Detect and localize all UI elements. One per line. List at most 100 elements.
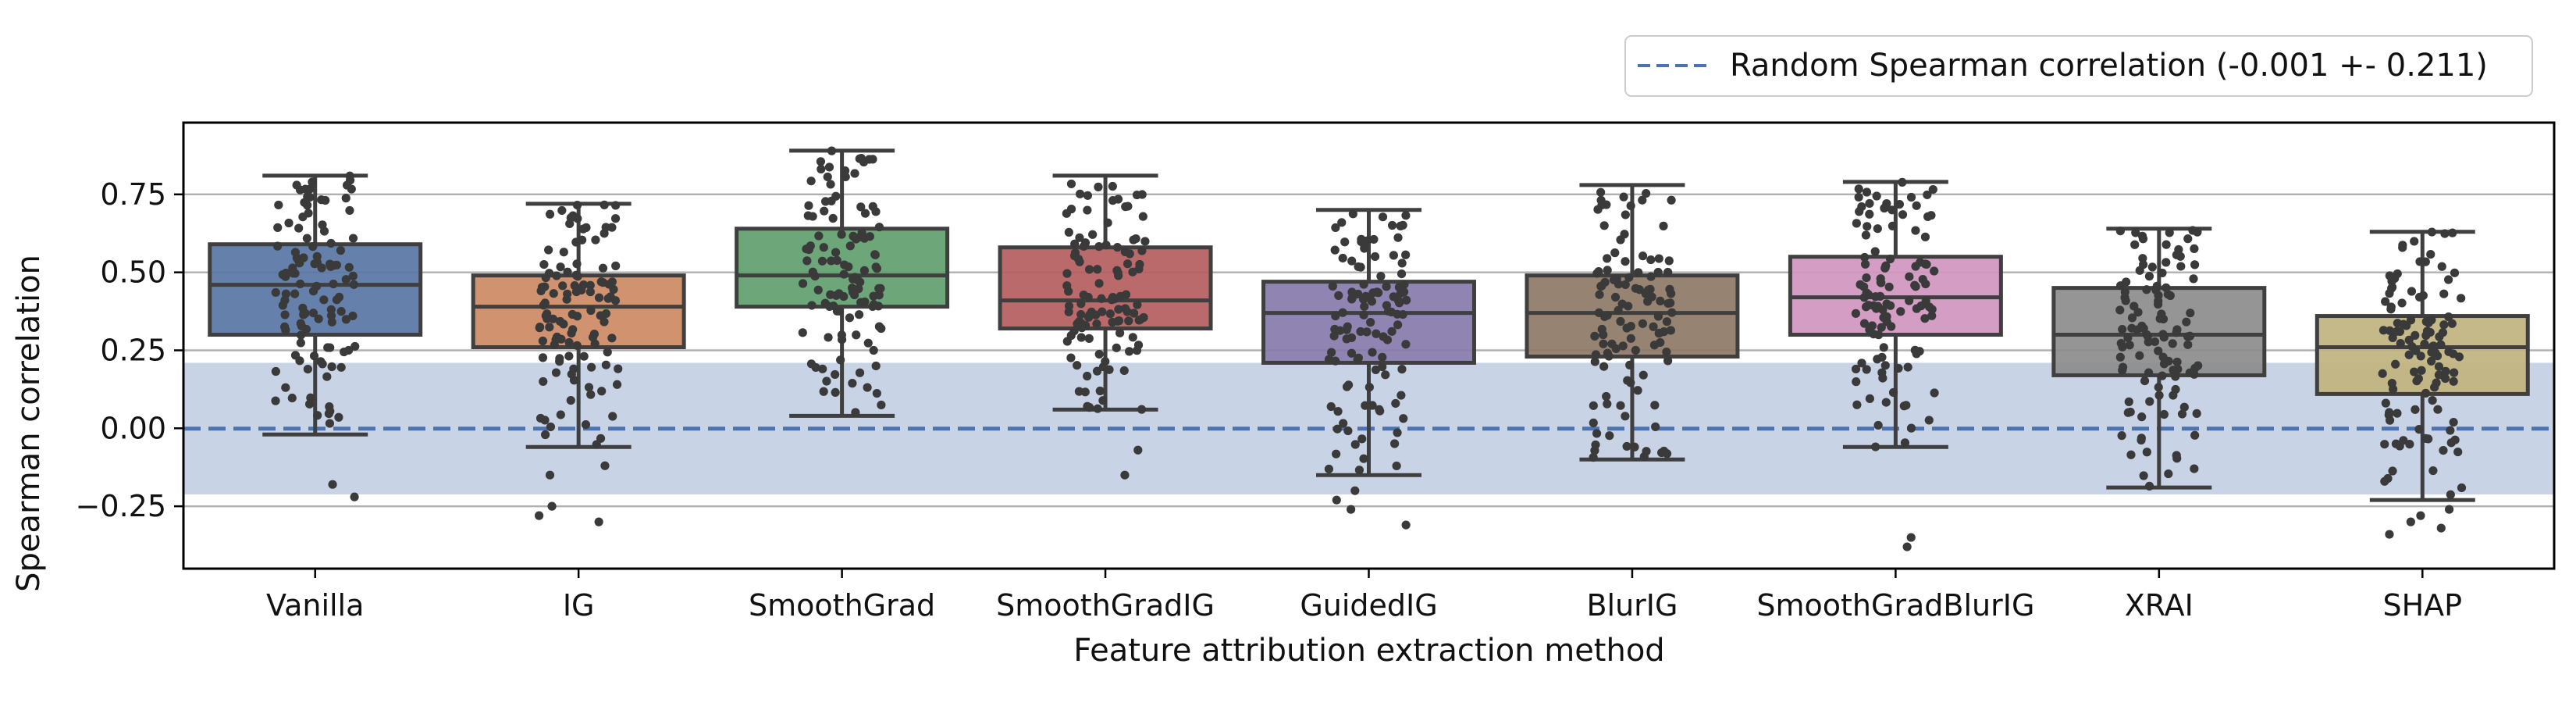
- data-point: [545, 209, 555, 219]
- data-point: [1862, 187, 1872, 197]
- data-point: [1649, 322, 1658, 331]
- data-point: [798, 279, 808, 288]
- data-point: [2152, 281, 2161, 291]
- data-point: [326, 305, 336, 314]
- data-point: [1066, 353, 1076, 362]
- data-point: [341, 194, 350, 203]
- data-point: [2388, 333, 2397, 343]
- data-point: [332, 295, 342, 305]
- data-point: [1356, 327, 1365, 337]
- data-point: [2190, 464, 2199, 473]
- data-point: [1075, 189, 1085, 198]
- data-point: [1370, 252, 1380, 262]
- data-point: [1359, 310, 1368, 319]
- data-point: [271, 287, 280, 298]
- data-point: [2159, 409, 2169, 419]
- data-point: [1930, 266, 1939, 276]
- data-point: [2381, 398, 2390, 408]
- data-point: [1114, 305, 1123, 314]
- data-point: [831, 387, 840, 397]
- data-point: [535, 511, 544, 520]
- x-tick-label: Vanilla: [266, 588, 364, 623]
- data-point: [1338, 253, 1347, 263]
- data-point: [284, 218, 294, 228]
- data-point: [585, 287, 595, 297]
- data-point: [348, 234, 358, 243]
- data-point: [1372, 329, 1381, 338]
- data-point: [1925, 302, 1934, 312]
- data-point: [1350, 440, 1360, 449]
- data-point: [2154, 391, 2164, 400]
- data-point: [1332, 495, 1341, 505]
- data-point: [1133, 300, 1142, 309]
- data-point: [2399, 319, 2408, 329]
- data-point: [290, 269, 300, 278]
- data-point: [326, 343, 335, 352]
- data-point: [596, 311, 605, 320]
- data-point: [807, 301, 817, 310]
- data-point: [1076, 299, 1086, 309]
- data-point: [1397, 259, 1407, 268]
- data-point: [1119, 366, 1129, 376]
- data-point: [1092, 319, 1101, 329]
- data-point: [1359, 454, 1368, 463]
- data-point: [334, 412, 343, 422]
- data-point: [586, 390, 596, 399]
- data-point: [849, 274, 858, 284]
- data-point: [2434, 362, 2444, 371]
- data-point: [1664, 256, 1674, 266]
- data-point: [596, 277, 606, 287]
- data-point: [869, 300, 879, 309]
- data-point: [2142, 285, 2151, 294]
- data-point: [578, 280, 589, 290]
- data-point: [2127, 313, 2137, 323]
- data-point: [1867, 321, 1877, 330]
- data-point: [1074, 387, 1084, 396]
- data-point: [2449, 376, 2458, 386]
- box-smoothgradblurig: [1788, 180, 2003, 449]
- data-point: [1070, 239, 1080, 248]
- data-point: [2421, 388, 2431, 398]
- data-point: [845, 313, 855, 323]
- data-point: [1331, 356, 1340, 366]
- data-point: [2117, 431, 2126, 441]
- data-point: [829, 301, 838, 311]
- data-point: [1359, 280, 1368, 289]
- data-point: [582, 223, 591, 232]
- data-point: [1368, 401, 1377, 410]
- data-point: [2450, 268, 2460, 277]
- data-point: [1087, 307, 1096, 316]
- y-tick-label: 0.50: [100, 255, 166, 290]
- data-point: [1663, 356, 1673, 366]
- data-point: [2159, 359, 2169, 369]
- y-tick-label: −0.25: [76, 489, 166, 523]
- data-point: [1366, 318, 1375, 327]
- data-point: [1862, 273, 1871, 283]
- data-point: [551, 368, 561, 377]
- data-point: [1616, 316, 1625, 327]
- data-point: [310, 259, 319, 269]
- data-point: [1623, 376, 1632, 385]
- data-point: [1097, 294, 1106, 303]
- data-point: [1083, 292, 1093, 302]
- data-point: [2144, 337, 2153, 347]
- data-point: [1364, 383, 1374, 392]
- data-point: [1882, 299, 1891, 309]
- data-point: [2190, 244, 2199, 254]
- data-point: [1338, 308, 1347, 317]
- data-point: [2129, 302, 2139, 311]
- data-point: [579, 352, 589, 361]
- data-point: [1860, 252, 1870, 262]
- data-point: [332, 260, 341, 269]
- data-point: [1093, 404, 1102, 413]
- data-point: [823, 172, 832, 182]
- strip-points: [271, 146, 2467, 551]
- data-point: [308, 242, 318, 252]
- data-point: [1857, 359, 1866, 368]
- data-point: [1626, 334, 1635, 343]
- data-point: [1610, 292, 1621, 302]
- data-point: [1123, 259, 1133, 269]
- data-point: [1851, 364, 1861, 374]
- data-point: [271, 366, 280, 376]
- data-point: [1591, 350, 1601, 359]
